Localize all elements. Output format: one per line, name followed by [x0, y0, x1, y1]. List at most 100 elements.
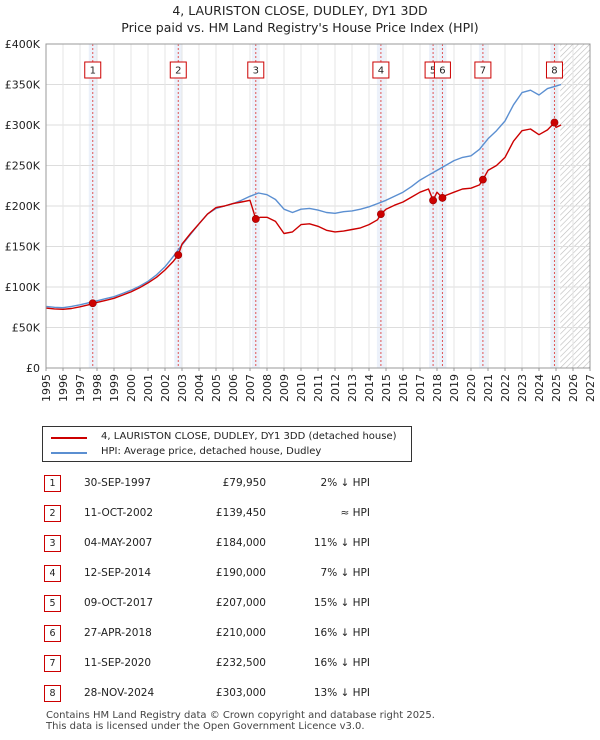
x-tick-label: 2011 — [312, 374, 325, 402]
sale-number-badge: 1 — [44, 475, 61, 492]
sale-row: 1 30-SEP-1997 £79,950 2% ↓ HPI — [44, 474, 384, 492]
sale-label-text: 5 — [430, 66, 436, 77]
x-tick-label: 2009 — [278, 374, 291, 402]
y-tick-label: £150K — [5, 241, 41, 254]
sale-row: 4 12-SEP-2014 £190,000 7% ↓ HPI — [44, 564, 384, 582]
sale-row: 5 09-OCT-2017 £207,000 15% ↓ HPI — [44, 594, 384, 612]
sale-price: £232,500 — [215, 657, 266, 669]
sale-label-text: 3 — [253, 66, 259, 77]
sale-price: £303,000 — [215, 687, 266, 699]
legend-swatch-hpi — [51, 452, 87, 454]
x-tick-label: 2022 — [499, 374, 512, 402]
x-tick-label: 2021 — [482, 374, 495, 402]
sale-price: £210,000 — [215, 627, 266, 639]
x-tick-label: 2012 — [329, 374, 342, 402]
sale-date: 11-OCT-2002 — [84, 507, 153, 519]
sale-label-box — [545, 61, 563, 79]
legend-label-hpi: HPI: Average price, detached house, Dudl… — [101, 446, 322, 457]
sale-point — [88, 299, 97, 308]
sale-date: 12-SEP-2014 — [84, 567, 152, 579]
sale-point — [550, 118, 559, 127]
y-tick-label: £200K — [5, 200, 41, 213]
sale-label-text: 2 — [175, 66, 181, 77]
sale-date: 04-MAY-2007 — [84, 537, 153, 549]
x-tick-label: 2019 — [448, 374, 461, 402]
sale-date: 28-NOV-2024 — [84, 687, 155, 699]
sale-number-badge: 2 — [44, 505, 61, 522]
footer-licence: This data is licensed under the Open Gov… — [46, 721, 365, 732]
sale-hpi-comparison: 2% ↓ HPI — [320, 477, 370, 489]
x-tick-label: 2001 — [142, 374, 155, 402]
sale-hpi-comparison: 7% ↓ HPI — [320, 567, 370, 579]
chart-title: 4, LAURISTON CLOSE, DUDLEY, DY1 3DD Pric… — [0, 2, 600, 36]
x-tick-label: 2005 — [210, 374, 223, 402]
sale-label-text: 8 — [551, 66, 557, 77]
x-tick-label: 2013 — [346, 374, 359, 402]
x-tick-label: 2008 — [261, 374, 274, 402]
sale-price: £190,000 — [215, 567, 266, 579]
x-tick-label: 2023 — [516, 374, 529, 402]
x-tick-label: 2004 — [193, 374, 206, 402]
sale-row: 6 27-APR-2018 £210,000 16% ↓ HPI — [44, 624, 384, 642]
sale-hpi-comparison: 13% ↓ HPI — [313, 687, 370, 699]
x-tick-label: 2027 — [584, 374, 597, 402]
hpi-series-line — [45, 83, 562, 309]
sale-label-box — [247, 61, 265, 79]
legend-swatch-property — [51, 437, 87, 439]
x-tick-label: 2015 — [380, 374, 393, 402]
y-tick-label: £400K — [5, 38, 41, 51]
footer: Contains HM Land Registry data © Crown c… — [46, 710, 435, 732]
sale-point — [429, 196, 437, 205]
sale-hpi-comparison: 16% ↓ HPI — [313, 657, 370, 669]
title-line-1: 4, LAURISTON CLOSE, DUDLEY, DY1 3DD — [172, 3, 428, 18]
x-tick-label: 2020 — [465, 374, 478, 402]
x-tick-label: 1996 — [57, 374, 70, 402]
sale-label-box — [372, 61, 390, 79]
sale-price: £207,000 — [215, 597, 266, 609]
sale-label-text: 4 — [378, 66, 384, 77]
sale-date: 27-APR-2018 — [84, 627, 152, 639]
sale-number-badge: 8 — [44, 685, 61, 702]
sale-label-text: 6 — [439, 66, 445, 77]
x-tick-label: 2016 — [397, 374, 410, 402]
sale-hpi-comparison: 15% ↓ HPI — [313, 597, 370, 609]
sale-price: £79,950 — [222, 477, 266, 489]
x-tick-label: 1997 — [74, 374, 87, 402]
sale-date: 30-SEP-1997 — [84, 477, 152, 489]
x-tick-label: 2000 — [125, 374, 138, 402]
sale-point — [478, 175, 487, 184]
footer-copyright: Contains HM Land Registry data © Crown c… — [46, 710, 435, 721]
x-tick-label: 1995 — [40, 374, 53, 402]
sale-label-box — [474, 61, 492, 79]
sale-label-box — [169, 61, 187, 79]
x-tick-label: 2024 — [533, 374, 546, 402]
y-tick-label: £100K — [5, 281, 41, 294]
sale-date: 11-SEP-2020 — [84, 657, 152, 669]
y-tick-label: £300K — [5, 119, 41, 132]
sale-row: 2 11-OCT-2002 £139,450 ≈ HPI — [44, 504, 384, 522]
sale-number-badge: 7 — [44, 655, 61, 672]
sale-row: 7 11-SEP-2020 £232,500 16% ↓ HPI — [44, 654, 384, 672]
sale-number-badge: 4 — [44, 565, 61, 582]
sale-price: £184,000 — [215, 537, 266, 549]
sale-price: £139,450 — [215, 507, 266, 519]
sale-point — [376, 210, 385, 218]
sale-number-badge: 3 — [44, 535, 61, 552]
sale-label-text: 7 — [480, 66, 486, 77]
sale-hpi-comparison: 11% ↓ HPI — [313, 537, 370, 549]
sale-label-box — [84, 61, 102, 79]
sale-row: 8 28-NOV-2024 £303,000 13% ↓ HPI — [44, 684, 384, 702]
sale-row: 3 04-MAY-2007 £184,000 11% ↓ HPI — [44, 534, 384, 552]
x-tick-label: 2018 — [431, 374, 444, 402]
x-tick-label: 2003 — [176, 374, 189, 402]
sale-number-badge: 5 — [44, 595, 61, 612]
y-tick-label: £50K — [12, 322, 41, 335]
y-tick-label: £0 — [26, 362, 40, 375]
x-tick-label: 2007 — [244, 374, 257, 402]
x-tick-label: 2026 — [567, 374, 580, 402]
x-tick-label: 2002 — [159, 374, 172, 402]
x-tick-label: 2025 — [550, 374, 563, 402]
legend: 4, LAURISTON CLOSE, DUDLEY, DY1 3DD (det… — [42, 426, 412, 462]
title-line-2: Price paid vs. HM Land Registry's House … — [121, 20, 479, 35]
sale-date: 09-OCT-2017 — [84, 597, 153, 609]
